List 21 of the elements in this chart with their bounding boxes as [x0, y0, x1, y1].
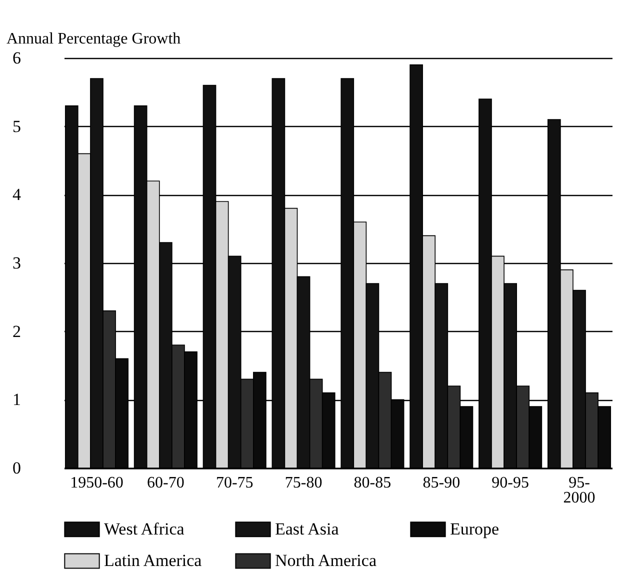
legend-label: Latin America [104, 551, 202, 570]
x-tick-label: 90-95 [492, 474, 529, 492]
y-tick-label: 3 [12, 254, 21, 272]
x-tick-label: 80-85 [354, 474, 392, 492]
x-tick-label: 95-2000 [563, 474, 596, 506]
y-tick-label: 4 [12, 185, 22, 204]
legend-label: Europe [450, 519, 500, 538]
y-axis-title: Annual Percentage Growth [6, 30, 181, 48]
x-tick-label: 70-75 [216, 474, 254, 492]
legend-label: East Asia [275, 519, 340, 538]
x-tick-label: 60-70 [147, 474, 184, 492]
legend-label: West Africa [104, 519, 185, 538]
x-tick-label: 1950-60 [70, 474, 124, 492]
y-tick-label: 5 [12, 116, 21, 136]
y-tick-label: 0 [12, 458, 21, 478]
y-tick-label: 6 [12, 48, 21, 68]
x-tick-label: 75-80 [284, 474, 322, 492]
legend-label: North America [275, 551, 377, 570]
x-tick-label: 85-90 [422, 474, 460, 492]
y-tick-label: 1 [12, 390, 21, 410]
y-tick-label: 2 [12, 322, 21, 341]
